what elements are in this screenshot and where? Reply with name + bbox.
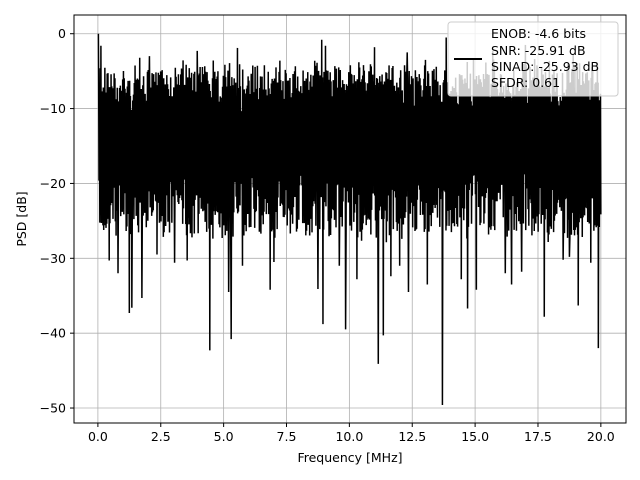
x-axis-label: Frequency [MHz] bbox=[297, 450, 402, 465]
y-axis-label: PSD [dB] bbox=[14, 191, 29, 246]
x-tick-label: 15.0 bbox=[461, 429, 489, 444]
y-tick-label: −10 bbox=[40, 101, 66, 116]
y-tick-label: −40 bbox=[40, 326, 66, 341]
legend-entry-sinad: SINAD: -25.93 dB bbox=[491, 59, 599, 74]
legend-entry-sfdr: SFDR: 0.61 bbox=[491, 75, 560, 90]
x-tick-label: 20.0 bbox=[587, 429, 615, 444]
x-tick-label: 17.5 bbox=[524, 429, 552, 444]
legend-entry-enob: ENOB: -4.6 bits bbox=[491, 26, 586, 41]
x-tick-label: 0.0 bbox=[88, 429, 108, 444]
plot-frame bbox=[73, 14, 627, 424]
legend-box bbox=[447, 21, 619, 97]
series-line bbox=[97, 33, 602, 406]
y-tick-label: −30 bbox=[40, 251, 66, 266]
y-tick-label: 0 bbox=[58, 26, 66, 41]
legend-entry-snr: SNR: -25.91 dB bbox=[491, 43, 586, 58]
x-tick-label: 12.5 bbox=[398, 429, 426, 444]
x-tick-label: 10.0 bbox=[335, 429, 363, 444]
x-tick-label: 7.5 bbox=[277, 429, 297, 444]
y-tick-label: −20 bbox=[40, 176, 66, 191]
psd-trace bbox=[97, 33, 602, 406]
x-tick-label: 2.5 bbox=[151, 429, 171, 444]
x-axis-ticks: 0.0 2.5 5.0 7.5 10.0 12.5 15.0 17.5 20.0 bbox=[88, 423, 615, 444]
y-axis-ticks: 0 −10 −20 −30 −40 −50 bbox=[40, 26, 74, 416]
y-tick-label: −50 bbox=[40, 401, 66, 416]
x-tick-label: 5.0 bbox=[214, 429, 234, 444]
legend: ENOB: -4.6 bits SNR: -25.91 dB SINAD: -2… bbox=[447, 21, 619, 97]
